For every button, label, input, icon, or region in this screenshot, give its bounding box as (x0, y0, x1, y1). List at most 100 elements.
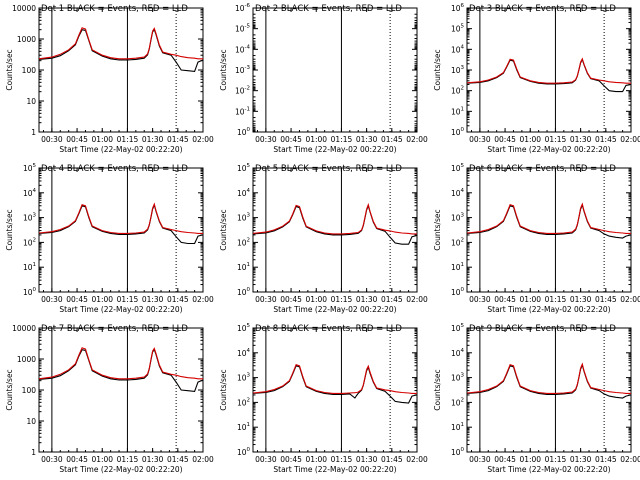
x-tick-label: 01:30 (142, 295, 164, 304)
y-tick-label: 10-4 (235, 44, 251, 54)
y-tick-label: 104 (451, 188, 465, 198)
x-tick-label: 01:30 (356, 455, 378, 464)
plot-frame (38, 167, 204, 293)
x-tick-label: 01:30 (570, 135, 592, 144)
y-tick-label: 100 (237, 287, 251, 297)
x-axis-label: Start Time (22-May-02 00:22:20) (273, 465, 396, 474)
x-tick-label: 00:30 (255, 455, 277, 464)
y-tick-label: 105 (451, 323, 465, 333)
x-tick-label: 00:30 (255, 295, 277, 304)
x-tick-label: 01:00 (305, 455, 327, 464)
y-tick-label: 101 (237, 422, 250, 432)
y-tick-label: 10000 (12, 4, 36, 13)
x-tick-label: 01:15 (117, 455, 139, 464)
x-tick-label: 00:30 (41, 295, 63, 304)
y-tick-label: 105 (451, 163, 465, 173)
x-tick-label: 01:15 (117, 135, 139, 144)
plot-frame (466, 327, 632, 453)
x-tick-label: 00:30 (469, 135, 491, 144)
y-tick-label: 103 (451, 213, 465, 223)
panel-title: Det 8 BLACK = Events, RED = LLD (255, 324, 402, 334)
y-tick-label: 1000 (17, 355, 36, 364)
x-tick-label: 01:30 (570, 455, 592, 464)
y-tick-label: 100 (451, 287, 465, 297)
x-tick-label: 01:00 (91, 135, 113, 144)
x-tick-label: 02:00 (620, 135, 640, 144)
x-tick-label: 01:45 (167, 455, 189, 464)
y-tick-label: 103 (451, 65, 465, 75)
y-tick-label: 102 (451, 237, 464, 247)
y-tick-label: 10 (26, 417, 36, 426)
y-tick-label: 104 (451, 348, 465, 358)
y-tick-label: 106 (451, 3, 465, 13)
x-axis-label: Start Time (22-May-02 00:22:20) (487, 465, 610, 474)
x-tick-label: 01:45 (381, 135, 403, 144)
x-tick-label: 01:15 (545, 135, 567, 144)
x-tick-label: 00:45 (66, 295, 88, 304)
x-tick-label: 01:00 (519, 295, 541, 304)
series-line-events (38, 203, 204, 245)
y-tick-label: 100 (22, 66, 37, 75)
x-tick-label: 01:30 (356, 295, 378, 304)
series-line-lld (466, 57, 631, 84)
series-line-events (252, 204, 418, 245)
series-line-events (38, 28, 204, 72)
x-tick-label: 01:45 (167, 295, 189, 304)
series-line-lld (38, 347, 203, 380)
y-axis-label: Counts/sec (5, 209, 14, 250)
y-tick-label: 100 (237, 127, 251, 137)
y-tick-label: 1 (31, 448, 36, 457)
y-tick-label: 103 (23, 213, 37, 223)
y-tick-label: 102 (237, 397, 250, 407)
x-tick-label: 01:15 (331, 295, 353, 304)
detector-panel-7: 00:30 00:45 01:00 01:15 01:30 01:45 02:00 1 10 10… (5, 324, 214, 474)
x-tick-label: 02:00 (620, 295, 640, 304)
x-tick-label: 00:45 (494, 295, 516, 304)
x-tick-label: 01:45 (595, 455, 617, 464)
panel-title: Det 3 BLACK = Events, RED = LLD (469, 4, 616, 14)
series-line-lld (252, 364, 417, 394)
x-tick-label: 00:30 (469, 295, 491, 304)
x-tick-label: 00:30 (255, 135, 277, 144)
x-tick-label: 01:45 (167, 135, 189, 144)
y-tick-label: 102 (23, 237, 36, 247)
x-tick-label: 00:45 (280, 455, 302, 464)
x-tick-label: 00:45 (66, 455, 88, 464)
y-axis-label: Counts/sec (433, 369, 442, 410)
y-axis-label: Counts/sec (219, 209, 228, 250)
series-line-lld (466, 362, 631, 394)
x-axis-label: Start Time (22-May-02 00:22:20) (273, 305, 396, 314)
panel-title: Det 2 BLACK = Events, RED = LLD (255, 4, 402, 14)
x-tick-label: 01:00 (305, 295, 327, 304)
x-tick-label: 01:00 (519, 455, 541, 464)
y-tick-label: 101 (237, 262, 250, 272)
y-tick-label: 103 (237, 373, 251, 383)
x-tick-label: 01:15 (331, 455, 353, 464)
y-axis-label: Counts/sec (219, 369, 228, 410)
y-tick-label: 101 (23, 262, 36, 272)
x-tick-label: 02:00 (406, 455, 428, 464)
x-tick-label: 02:00 (192, 135, 214, 144)
y-axis-label: Counts/sec (433, 209, 442, 250)
detector-panel-9: 00:30 00:45 01:00 01:15 01:30 01:45 02:00 100 10… (433, 323, 640, 474)
y-tick-label: 100 (23, 287, 37, 297)
y-tick-label: 104 (237, 348, 251, 358)
x-tick-label: 00:30 (41, 135, 63, 144)
x-tick-label: 01:00 (305, 135, 327, 144)
panel-title: Det 4 BLACK = Events, RED = LLD (41, 164, 188, 174)
x-axis-label: Start Time (22-May-02 00:22:20) (487, 305, 610, 314)
detector-panel-2: 00:30 00:45 01:00 01:15 01:30 01:45 02:00 100 10… (219, 3, 428, 154)
y-tick-label: 105 (237, 163, 251, 173)
y-tick-label: 101 (451, 106, 464, 116)
x-axis-label: Start Time (22-May-02 00:22:20) (273, 145, 396, 154)
x-tick-label: 00:30 (469, 455, 491, 464)
x-tick-label: 02:00 (192, 295, 214, 304)
y-tick-label: 105 (451, 24, 465, 34)
x-tick-label: 01:30 (356, 135, 378, 144)
y-tick-label: 100 (22, 386, 37, 395)
y-tick-label: 101 (451, 422, 464, 432)
y-tick-label: 103 (451, 373, 465, 383)
x-tick-label: 02:00 (406, 295, 428, 304)
detector-panel-1: 00:30 00:45 01:00 01:15 01:30 01:45 02:00 1 10 10… (5, 4, 214, 154)
y-tick-label: 1 (31, 128, 36, 137)
